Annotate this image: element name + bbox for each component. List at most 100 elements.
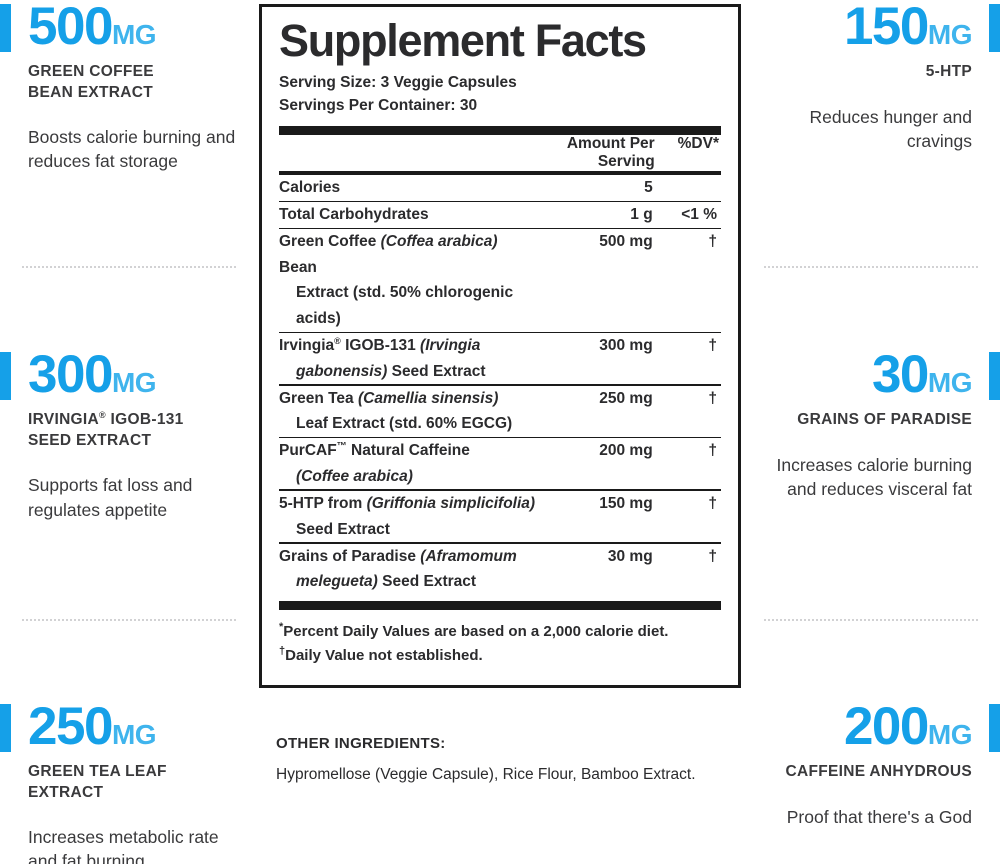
- other-ingredients-body: Hypromellose (Veggie Capsule), Rice Flou…: [276, 766, 696, 783]
- row-description: Grains of Paradise (Aframomum melegueta)…: [279, 544, 535, 595]
- dose-line: 300MG: [28, 348, 244, 401]
- table-row: Green Coffee (Coffea arabica) Bean Extra…: [279, 229, 721, 331]
- accent-bar-left-1: [0, 4, 11, 52]
- row-divider: [279, 331, 721, 334]
- dose-line: 30MG: [756, 345, 973, 404]
- ingredient-name: GREEN TEA LEAF EXTRACT: [28, 762, 244, 803]
- row-desc-line2: Extract (std. 50% chlorogenic acids): [296, 284, 514, 327]
- table-row: PurCAF™ Natural Caffeine (Coffee arabica…: [279, 438, 721, 489]
- other-ingredients-heading: OTHER INGREDIENTS:: [276, 735, 446, 752]
- table-row: 5-HTP from (Griffonia simplicifolia) See…: [279, 491, 721, 542]
- row-dv: †: [708, 547, 717, 565]
- ingredient-name-line2: SEED EXTRACT: [28, 431, 152, 449]
- row-dv: †: [708, 494, 717, 512]
- row-desc-line2: Seed Extract: [296, 520, 390, 538]
- ingredient-name-line1: GRAINS OF PARADISE: [797, 411, 972, 428]
- row-dv: †: [708, 442, 717, 460]
- table-row: Irvingia® IGOB-131 (Irvingia gabonensis)…: [279, 333, 721, 384]
- row-description: 5-HTP from (Griffonia simplicifolia) See…: [279, 491, 535, 542]
- table-header-row: Amount Per Serving %DV*: [279, 135, 721, 171]
- nutrition-table-body: PurCAF™ Natural Caffeine (Coffee arabica…: [279, 438, 721, 489]
- nutrition-table-body: Calories 5: [279, 175, 721, 201]
- ingredient-name: 5-HTP: [756, 62, 972, 83]
- ingredient-name-line1: 5-HTP: [925, 63, 972, 80]
- row-description: Green Coffee (Coffea arabica) Bean Extra…: [279, 229, 535, 331]
- accent-bar-right-3: [989, 704, 1000, 752]
- nutrition-table-body: Green Tea (Camellia sinensis) Leaf Extra…: [279, 386, 721, 437]
- callout-divider: [764, 266, 978, 268]
- ingredient-name-line1: GREEN TEA LEAF: [28, 763, 167, 780]
- dose-number: 500: [28, 0, 113, 56]
- benefit-text: Supports fat loss and regulates appetite: [28, 475, 193, 520]
- dose-unit: MG: [927, 19, 973, 50]
- left-callout-column: 500MG GREEN COFFEE BEAN EXTRACT Boosts c…: [0, 0, 250, 864]
- row-divider: [279, 489, 721, 491]
- table-row: Green Tea (Camellia sinensis) Leaf Extra…: [279, 386, 721, 437]
- callout-green-tea: 250MG GREEN TEA LEAF EXTRACT Increases m…: [0, 700, 250, 864]
- row-divider: [279, 436, 721, 439]
- footnote-daily-value-not-established: †Daily Value not established.: [279, 644, 483, 664]
- dose-line: 150MG: [756, 0, 973, 56]
- dose-unit: MG: [927, 367, 973, 398]
- accent-bar-right-1: [989, 4, 1000, 52]
- nutrition-table: Amount Per Serving %DV*: [279, 135, 721, 171]
- row-desc-line1: Green Tea (Camellia sinensis): [279, 389, 499, 407]
- row-description: Total Carbohydrates: [279, 202, 535, 228]
- ingredient-name-line1: GREEN COFFEE: [28, 63, 154, 80]
- ingredient-name: GREEN COFFEE BEAN EXTRACT: [28, 62, 244, 103]
- row-amount: 200 mg: [599, 442, 653, 460]
- accent-bar-left-3: [0, 704, 11, 752]
- row-description: Green Tea (Camellia sinensis) Leaf Extra…: [279, 386, 535, 437]
- row-desc-line2: gabonensis) Seed Extract: [296, 362, 486, 380]
- row-amount: 5: [644, 179, 653, 197]
- header-spacer: [279, 135, 535, 171]
- row-amount: 30 mg: [607, 547, 653, 565]
- nutrition-table-body: Grains of Paradise (Aframomum melegueta)…: [279, 544, 721, 595]
- row-description: Calories: [279, 175, 535, 201]
- row-divider: [279, 227, 721, 230]
- dose-number: 300: [28, 345, 113, 404]
- row-amount: 500 mg: [599, 233, 653, 251]
- dose-number: 150: [843, 0, 929, 56]
- accent-bar-right-2: [989, 352, 1000, 400]
- other-ingredients-section: OTHER INGREDIENTS: Hypromellose (Veggie …: [276, 735, 706, 787]
- row-amount: 300 mg: [599, 337, 653, 355]
- row-desc-line2: Leaf Extract (std. 60% EGCG): [296, 415, 513, 433]
- row-desc-line1: 5-HTP from (Griffonia simplicifolia): [279, 494, 536, 512]
- table-row: Calories 5: [279, 175, 721, 201]
- row-description: Irvingia® IGOB-131 (Irvingia gabonensis)…: [279, 333, 535, 384]
- row-dv: †: [708, 337, 717, 355]
- dose-line: 500MG: [28, 0, 244, 53]
- ingredient-name-line2: EXTRACT: [28, 783, 104, 801]
- dose-line: 250MG: [28, 700, 244, 753]
- dose-number: 30: [871, 345, 929, 404]
- benefit-text: Increases calorie burning and reduces vi…: [776, 454, 972, 499]
- callout-divider: [22, 266, 236, 268]
- row-dv: [655, 175, 721, 201]
- ingredient-name-line2: BEAN EXTRACT: [28, 83, 154, 101]
- serving-size: Serving Size: 3 Veggie Capsules: [279, 74, 517, 92]
- ingredient-name: IRVINGIA® IGOB-131 SEED EXTRACT: [28, 410, 244, 451]
- row-desc-line1: Green Coffee (Coffea arabica) Bean: [279, 233, 498, 276]
- accent-bar-left-2: [0, 352, 11, 400]
- nutrition-table-body: Irvingia® IGOB-131 (Irvingia gabonensis)…: [279, 333, 721, 384]
- row-divider: [279, 384, 721, 386]
- right-callout-column: 150MG 5-HTP Reduces hunger and cravings …: [750, 0, 1000, 864]
- ingredient-name: GRAINS OF PARADISE: [756, 410, 972, 431]
- dose-unit: MG: [111, 719, 157, 750]
- servings-per-container: Servings Per Container: 30: [279, 96, 478, 114]
- row-amount: 1 g: [630, 206, 653, 224]
- row-desc-line2: melegueta) Seed Extract: [296, 573, 477, 591]
- row-desc-line1: Total Carbohydrates: [279, 206, 429, 224]
- row-desc-line1: Irvingia® IGOB-131 (Irvingia: [279, 335, 481, 355]
- callout-grains-of-paradise: 30MG GRAINS OF PARADISE Increases calori…: [750, 348, 1000, 501]
- rule-medium-header: [279, 171, 721, 176]
- benefit-text: Proof that there's a God: [786, 806, 972, 827]
- callout-divider: [22, 619, 236, 621]
- rule-thick-bottom: [279, 600, 721, 610]
- row-dv: †: [708, 389, 717, 407]
- dose-unit: MG: [111, 19, 157, 50]
- nutrition-table-body: 5-HTP from (Griffonia simplicifolia) See…: [279, 491, 721, 542]
- table-row: Grains of Paradise (Aframomum melegueta)…: [279, 544, 721, 595]
- ingredient-name-line1: CAFFEINE ANHYDROUS: [785, 763, 972, 780]
